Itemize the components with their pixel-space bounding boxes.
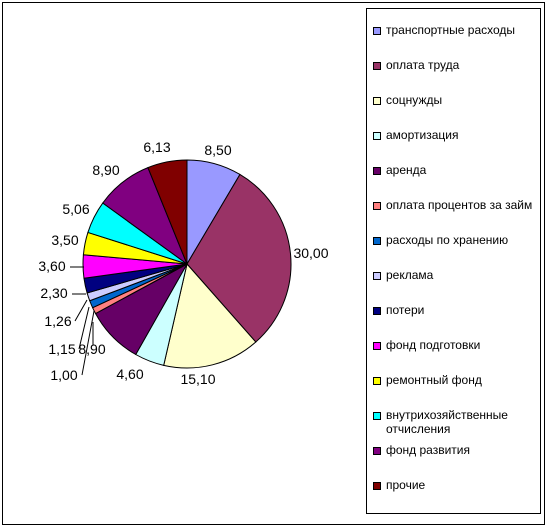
data-label: 6,13	[143, 139, 170, 155]
legend-swatch	[373, 97, 381, 105]
pie-slice	[147, 159, 188, 265]
legend-swatch	[373, 447, 381, 455]
data-label: 2,30	[40, 285, 67, 301]
legend-label: внутрихозяйственные отчисления	[386, 408, 508, 436]
leader-line	[81, 310, 95, 376]
data-label: 4,60	[116, 366, 143, 382]
data-label: 8,90	[78, 341, 105, 357]
data-label: 1,00	[50, 367, 77, 383]
legend-swatch	[373, 167, 381, 175]
legend-label: оплата труда	[386, 58, 460, 72]
leader-line	[74, 299, 88, 322]
legend-swatch	[373, 237, 381, 245]
legend-swatch	[373, 482, 381, 490]
legend: транспортные расходы оплата труда соцнужды…	[366, 8, 541, 514]
data-label: 15,10	[180, 371, 215, 387]
legend-label: аренда	[386, 163, 427, 177]
legend-label: ремонтный фонд	[386, 373, 482, 387]
legend-label: потери	[386, 303, 425, 317]
legend-swatch	[373, 342, 381, 350]
data-label: 3,60	[38, 258, 65, 274]
leader-line	[78, 306, 90, 350]
legend-label: расходы по хранению	[386, 233, 509, 247]
legend-swatch	[373, 132, 381, 140]
data-label: 8,90	[92, 162, 119, 178]
data-label: 1,26	[44, 313, 71, 329]
legend-swatch	[373, 377, 381, 385]
legend-swatch	[373, 202, 381, 210]
data-label: 30,00	[293, 245, 328, 261]
legend-label: фонд подготовки	[386, 338, 481, 352]
legend-label: транспортные расходы	[386, 23, 516, 37]
data-label: 5,06	[62, 201, 89, 217]
legend-swatch	[373, 272, 381, 280]
data-label: 3,50	[51, 232, 78, 248]
pie-slice	[163, 262, 257, 369]
pie-slice	[186, 173, 292, 343]
legend-label: реклама	[386, 268, 434, 282]
data-label: 1,15	[48, 341, 75, 357]
legend-label: оплата процентов за займ	[386, 198, 533, 212]
legend-swatch	[373, 412, 381, 420]
legend-label: амортизация	[386, 128, 459, 142]
data-label: 8,50	[204, 142, 231, 158]
legend-swatch	[373, 27, 381, 35]
legend-swatch	[373, 307, 381, 315]
legend-label: соцнужды	[386, 93, 443, 107]
legend-swatch	[373, 62, 381, 70]
legend-label: фонд развития	[386, 443, 470, 457]
legend-label: прочие	[386, 478, 426, 492]
